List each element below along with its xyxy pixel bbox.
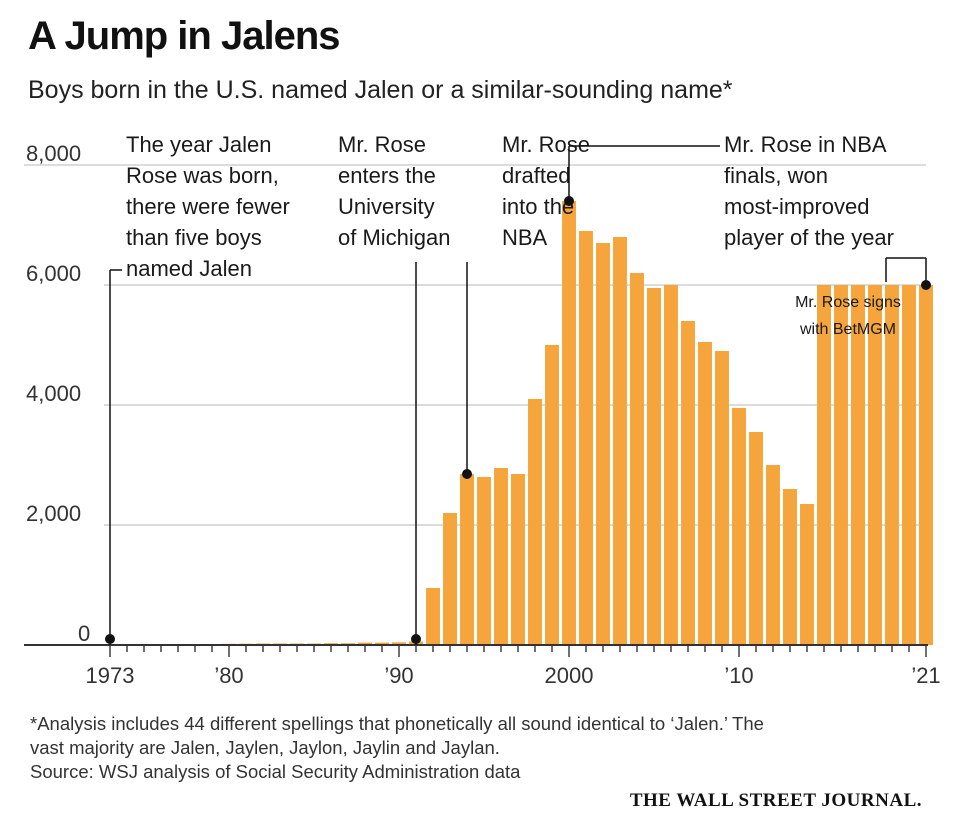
annotation-marker: [411, 634, 421, 644]
x-tick-label: 2000: [545, 663, 594, 688]
annotation-text: finals, won: [724, 163, 828, 188]
chart-title: A Jump in Jalens: [28, 14, 340, 58]
annotation-text: Mr. Rose: [338, 132, 426, 157]
annotation-text: into the: [502, 194, 574, 219]
bar: [545, 345, 559, 645]
bar: [613, 237, 627, 645]
annotation-text: University: [338, 194, 435, 219]
footnote-line-1: *Analysis includes 44 different spelling…: [30, 713, 764, 734]
chart-subtitle: Boys born in the U.S. named Jalen or a s…: [28, 76, 733, 104]
bar: [630, 273, 644, 645]
footnote-line-2: vast majority are Jalen, Jaylen, Jaylon,…: [30, 737, 500, 758]
annotation-text: named Jalen: [126, 256, 252, 281]
annotation-marker: [462, 469, 472, 479]
annotation-text: The year Jalen: [126, 132, 272, 157]
bar-chart: 0 2,000 4,000 6,000 8,000 1973 ’80 ’90 2000 ’10 ’2…: [24, 132, 941, 688]
bar: [460, 474, 474, 645]
bar: [817, 285, 831, 645]
bar: [443, 513, 457, 645]
y-tick-label: 0: [78, 621, 90, 646]
x-tick-label: ’90: [384, 663, 413, 688]
bar: [715, 351, 729, 645]
x-tick-label: ’80: [214, 663, 243, 688]
annotation-text: enters the: [338, 163, 436, 188]
x-tick-label: ’10: [724, 663, 753, 688]
bar: [800, 504, 814, 645]
bar: [375, 642, 389, 645]
x-tick-label: ’21: [911, 663, 940, 688]
bar: [783, 489, 797, 645]
bar: [494, 468, 508, 645]
bar: [426, 588, 440, 645]
bar: [664, 285, 678, 645]
bar: [579, 231, 593, 645]
bar: [919, 285, 933, 645]
y-tick-label: 2,000: [26, 501, 81, 526]
x-tick-label: 1973: [86, 663, 135, 688]
bar: [749, 432, 763, 645]
bar: [834, 285, 848, 645]
bar: [902, 285, 916, 645]
y-tick-label: 8,000: [26, 141, 81, 166]
bar: [358, 642, 372, 645]
annotation-text: Mr. Rose: [502, 132, 590, 157]
bar: [732, 408, 746, 645]
annotation-text: Mr. Rose in NBA: [724, 132, 887, 157]
y-tick-label: 6,000: [26, 261, 81, 286]
annotation-text: than five boys: [126, 225, 262, 250]
y-tick-label: 4,000: [26, 381, 81, 406]
annotation-marker: [105, 634, 115, 644]
annotation-text: with BetMGM: [799, 321, 896, 338]
annotation-text: NBA: [502, 225, 548, 250]
bar: [528, 399, 542, 645]
bar: [596, 243, 610, 645]
annotation-text: of Michigan: [338, 225, 451, 250]
annotation-text: player of the year: [724, 225, 894, 250]
annotation-marker: [564, 196, 574, 206]
annotation-text: Mr. Rose signs: [795, 294, 901, 311]
bar: [392, 642, 406, 645]
annotation-text: Rose was born,: [126, 163, 279, 188]
publisher-logo: THE WALL STREET JOURNAL.: [629, 790, 922, 811]
bar: [511, 474, 525, 645]
bar: [698, 342, 712, 645]
annotation-text: drafted: [502, 163, 571, 188]
annotation-text: there were fewer: [126, 194, 290, 219]
bar: [681, 321, 695, 645]
bar: [868, 285, 882, 645]
bar: [477, 477, 491, 645]
bar: [851, 285, 865, 645]
footnote: *Analysis includes 44 different spelling…: [30, 712, 930, 784]
source-note: Source: WSJ analysis of Social Security …: [30, 761, 521, 782]
bar: [885, 285, 899, 645]
bar: [647, 288, 661, 645]
bar: [766, 465, 780, 645]
annotation-text: most-improved: [724, 194, 869, 219]
bar: [562, 201, 576, 645]
annotation-marker: [921, 280, 931, 290]
